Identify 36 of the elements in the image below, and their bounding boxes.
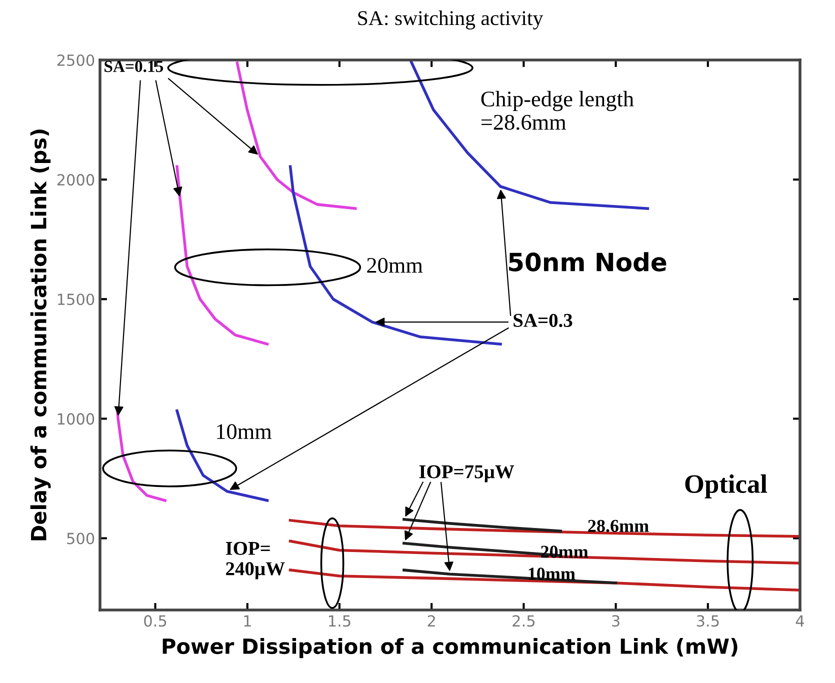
chart-title: SA: switching activity [358,10,544,30]
annotation: 50nm Node [509,252,666,272]
annotation: IOP= 240µW [226,542,285,580]
y-tick-label: 2000 [57,174,94,186]
annotation: Optical [685,474,768,498]
x-tick-label: 3 [612,615,620,627]
line-series [288,518,800,538]
annotation: Chip-edge length =28.6mm [481,90,634,130]
line-series [402,568,618,584]
y-tick-label: 500 [67,532,94,544]
annotation: SA=0.15 [104,60,164,72]
line-series [288,165,502,346]
annotation: 20mm [367,258,423,273]
y-axis-title: Delay of a communication Link (ps) [30,130,51,540]
y-tick-label: 1500 [58,294,94,306]
annotation: 10mm [217,424,272,440]
x-axis-title: Power Dissipation of a communication Link (mW) [162,638,738,658]
line-series [288,540,800,565]
x-tick-label: 4 [796,615,804,626]
x-tick-label: 0.5 [144,615,166,627]
line-series [402,518,562,532]
x-tick-label: 1.5 [329,615,350,627]
x-tick-label: 1 [244,615,251,626]
annotation: IOP=75µW [419,465,514,482]
x-tick-label: 2 [428,615,435,626]
line-series [409,60,650,210]
x-tick-label: 2.5 [512,615,534,627]
y-tick-label: 1000 [58,413,94,425]
line-series [176,165,269,346]
annotation: 28.6mm [588,520,649,532]
annotation: 20mm [541,546,588,558]
line-series [236,62,357,210]
y-tick-label: 2500 [57,54,94,66]
annotation: SA=0.3 [514,314,572,328]
x-tick-label: 3.5 [696,615,719,627]
annotation: 10mm [528,568,576,580]
